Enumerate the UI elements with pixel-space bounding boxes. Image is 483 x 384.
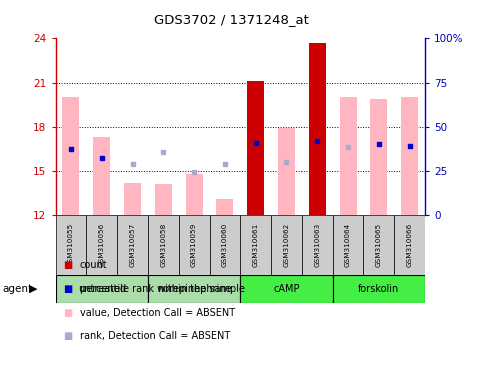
FancyBboxPatch shape — [56, 275, 148, 303]
Text: GSM310061: GSM310061 — [253, 223, 259, 267]
Bar — [93, 137, 110, 215]
FancyBboxPatch shape — [302, 215, 333, 275]
Text: GSM310058: GSM310058 — [160, 223, 166, 267]
Text: count: count — [80, 260, 107, 270]
FancyBboxPatch shape — [240, 215, 271, 275]
FancyBboxPatch shape — [210, 215, 240, 275]
Text: GSM310060: GSM310060 — [222, 223, 228, 267]
Text: GSM310066: GSM310066 — [407, 223, 412, 267]
FancyBboxPatch shape — [271, 215, 302, 275]
Text: percentile rank within the sample: percentile rank within the sample — [80, 284, 245, 294]
FancyBboxPatch shape — [148, 215, 179, 275]
Bar — [247, 81, 264, 215]
Bar — [247, 81, 264, 215]
Text: GSM310059: GSM310059 — [191, 223, 197, 267]
Text: GSM310064: GSM310064 — [345, 223, 351, 267]
Text: GSM310063: GSM310063 — [314, 223, 320, 267]
Text: value, Detection Call = ABSENT: value, Detection Call = ABSENT — [80, 308, 235, 318]
FancyBboxPatch shape — [364, 215, 394, 275]
FancyBboxPatch shape — [179, 215, 210, 275]
FancyBboxPatch shape — [117, 215, 148, 275]
Text: forskolin: forskolin — [358, 284, 399, 294]
Bar — [124, 183, 141, 215]
Text: ■: ■ — [63, 331, 72, 341]
FancyBboxPatch shape — [148, 275, 240, 303]
Bar — [309, 43, 326, 215]
Text: ■: ■ — [63, 308, 72, 318]
Text: ▶: ▶ — [28, 284, 37, 294]
Bar — [155, 184, 172, 215]
Text: GSM310065: GSM310065 — [376, 223, 382, 267]
FancyBboxPatch shape — [56, 215, 86, 275]
Bar — [62, 97, 79, 215]
Text: ■: ■ — [63, 284, 72, 294]
FancyBboxPatch shape — [333, 215, 364, 275]
Text: GSM310062: GSM310062 — [284, 223, 289, 267]
Bar — [278, 128, 295, 215]
Text: cAMP: cAMP — [273, 284, 300, 294]
Text: rank, Detection Call = ABSENT: rank, Detection Call = ABSENT — [80, 331, 230, 341]
Bar — [185, 174, 202, 215]
FancyBboxPatch shape — [333, 275, 425, 303]
FancyBboxPatch shape — [394, 215, 425, 275]
Text: ■: ■ — [63, 260, 72, 270]
Text: GSM310057: GSM310057 — [129, 223, 136, 267]
Text: GDS3702 / 1371248_at: GDS3702 / 1371248_at — [155, 13, 309, 26]
Text: GSM310056: GSM310056 — [99, 223, 105, 267]
FancyBboxPatch shape — [86, 215, 117, 275]
Bar — [370, 99, 387, 215]
Bar — [340, 97, 356, 215]
Text: agent: agent — [2, 284, 32, 294]
Bar — [309, 43, 326, 215]
Text: untreated: untreated — [78, 284, 126, 294]
Bar — [401, 97, 418, 215]
Text: GSM310055: GSM310055 — [68, 223, 74, 267]
Text: norepinephrine: norepinephrine — [157, 284, 231, 294]
Bar — [216, 199, 233, 215]
FancyBboxPatch shape — [240, 275, 333, 303]
